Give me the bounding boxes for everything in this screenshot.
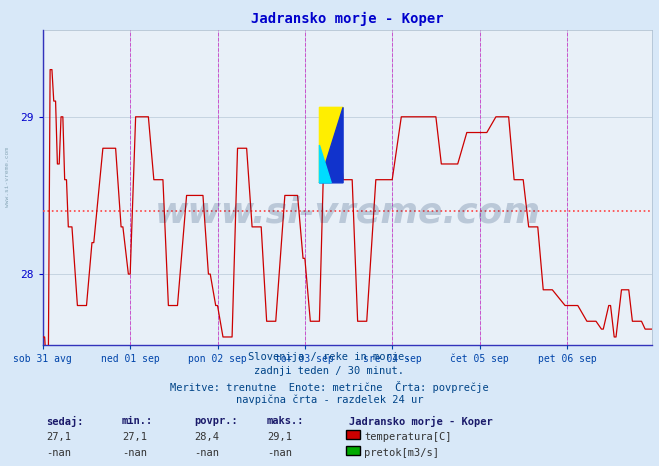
Text: zadnji teden / 30 minut.: zadnji teden / 30 minut. — [254, 366, 405, 376]
Text: 27,1: 27,1 — [122, 432, 147, 442]
Text: sedaj:: sedaj: — [46, 416, 84, 427]
Text: -nan: -nan — [46, 448, 71, 458]
Polygon shape — [320, 107, 343, 183]
Text: www.si-vreme.com: www.si-vreme.com — [155, 196, 540, 230]
Text: www.si-vreme.com: www.si-vreme.com — [5, 147, 11, 207]
Text: povpr.:: povpr.: — [194, 416, 238, 425]
Text: 28,4: 28,4 — [194, 432, 219, 442]
Text: Jadransko morje - Koper: Jadransko morje - Koper — [349, 416, 493, 427]
Text: navpična črta - razdelek 24 ur: navpična črta - razdelek 24 ur — [236, 395, 423, 405]
Text: maks.:: maks.: — [267, 416, 304, 425]
Text: pretok[m3/s]: pretok[m3/s] — [364, 448, 440, 458]
Text: Slovenija / reke in morje.: Slovenija / reke in morje. — [248, 352, 411, 362]
Text: -nan: -nan — [194, 448, 219, 458]
Text: temperatura[C]: temperatura[C] — [364, 432, 452, 442]
Polygon shape — [320, 107, 343, 183]
Text: 29,1: 29,1 — [267, 432, 292, 442]
Title: Jadransko morje - Koper: Jadransko morje - Koper — [251, 12, 444, 27]
Text: 27,1: 27,1 — [46, 432, 71, 442]
Text: Meritve: trenutne  Enote: metrične  Črta: povprečje: Meritve: trenutne Enote: metrične Črta: … — [170, 381, 489, 393]
Polygon shape — [320, 145, 331, 183]
Text: min.:: min.: — [122, 416, 153, 425]
Text: -nan: -nan — [267, 448, 292, 458]
Text: -nan: -nan — [122, 448, 147, 458]
